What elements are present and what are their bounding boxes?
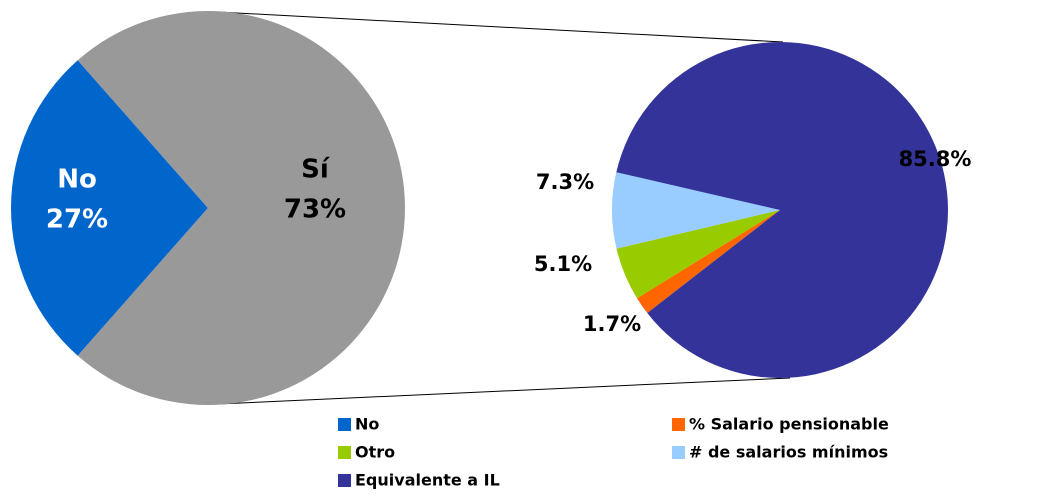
legend-label: % Salario pensionable <box>689 415 889 434</box>
slice-value-label: 73% <box>284 195 346 225</box>
pie-slice <box>10 60 209 356</box>
slice-value-label: 5.1% <box>534 252 592 276</box>
legend-swatch <box>338 474 351 487</box>
legend-swatch <box>672 418 685 431</box>
slice-value-label: 27% <box>46 205 108 235</box>
legend-label: # de salarios mínimos <box>689 443 888 462</box>
legend-label: Otro <box>355 443 395 462</box>
legend-swatch <box>338 418 351 431</box>
pie-slice <box>616 210 780 299</box>
pie-slice <box>612 172 780 249</box>
slice-value-label: 1.7% <box>583 312 641 336</box>
pie-slice <box>637 210 780 313</box>
legend-swatch <box>338 446 351 459</box>
slice-value-label: 85.8% <box>899 147 972 171</box>
slice-category-label: Sí <box>301 155 331 185</box>
slice-category-label: No <box>57 165 97 195</box>
connector-line <box>217 11 784 43</box>
pie-slice <box>616 42 948 379</box>
legend-swatch <box>672 446 685 459</box>
legend-label: No <box>355 415 379 434</box>
connector-line <box>217 377 791 405</box>
legend-label: Equivalente a IL <box>355 471 500 490</box>
pie-slice <box>77 10 406 405</box>
slice-value-label: 7.3% <box>536 170 594 194</box>
